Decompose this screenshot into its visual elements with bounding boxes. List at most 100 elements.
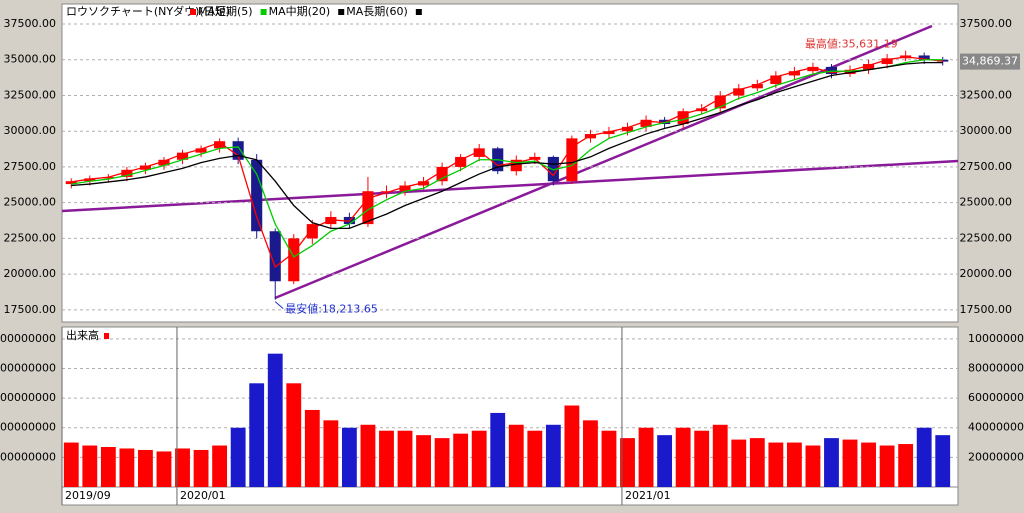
y-tick-label: 22500.00 xyxy=(4,231,57,244)
candle-body xyxy=(863,64,875,70)
candle-body xyxy=(640,119,652,127)
candle-body xyxy=(195,148,207,153)
volume-bar xyxy=(304,409,320,487)
volume-bar xyxy=(731,439,747,487)
volume-bar xyxy=(434,438,450,487)
candle-body xyxy=(770,75,782,85)
x-tick-label: 2019/09 xyxy=(65,489,111,502)
candle-body xyxy=(418,181,430,186)
volume-bar xyxy=(175,448,190,487)
volume-bar xyxy=(453,433,469,487)
volume-bar xyxy=(119,448,135,487)
candle-body xyxy=(621,126,634,132)
volume-bar xyxy=(712,424,728,487)
volume-bar xyxy=(230,427,246,487)
volume-bar xyxy=(805,445,821,487)
candle-body xyxy=(566,138,578,182)
candle-body xyxy=(399,185,411,192)
candle-body xyxy=(436,166,448,182)
volume-bar xyxy=(861,442,876,487)
candle-body xyxy=(714,95,726,109)
candle-body xyxy=(380,191,393,193)
y-tick-label: 27500.00 xyxy=(4,160,57,173)
y-tick-label: 35000.00 xyxy=(4,53,57,66)
candle-body xyxy=(455,156,467,167)
legend-swatch xyxy=(104,333,109,339)
y-tick-label: 25000.00 xyxy=(4,196,57,209)
legend-swatch xyxy=(338,9,345,15)
candle-body xyxy=(288,238,300,282)
volume-bar xyxy=(601,430,617,487)
legend-swatch xyxy=(190,9,196,15)
y-tick-label: 27500.00 xyxy=(960,160,1013,173)
y-tick-label: 30000.00 xyxy=(960,124,1013,137)
volume-bar xyxy=(379,430,394,487)
candle-body xyxy=(510,159,522,172)
candle-body xyxy=(807,66,819,72)
legend-swatch xyxy=(415,9,422,15)
high-annotation: 最高値:35,631.19 xyxy=(805,37,898,51)
candle-body xyxy=(788,71,800,76)
volume-bar xyxy=(156,451,172,487)
y-tick-label: 37500.00 xyxy=(960,17,1013,30)
volume-bar xyxy=(323,420,339,487)
volume-bar xyxy=(564,405,580,487)
candle-body xyxy=(306,224,318,239)
legend-swatch xyxy=(260,9,267,15)
ma-line xyxy=(71,59,943,258)
y-tick-label: 20000.00 xyxy=(4,267,57,280)
volume-bar xyxy=(490,412,506,487)
candle-body xyxy=(473,148,485,157)
volume-bar xyxy=(100,447,116,487)
volume-bar xyxy=(267,353,283,487)
y-tick-label: 37500.00 xyxy=(4,17,57,30)
volume-bar xyxy=(749,438,765,487)
candle-body xyxy=(269,231,281,282)
ma-line xyxy=(71,56,943,269)
volume-bar xyxy=(935,435,951,487)
candle-body xyxy=(251,159,263,232)
volume-bar xyxy=(212,445,228,487)
legend-title: 出来高 xyxy=(66,328,99,342)
last-price-label: 34,869.37 xyxy=(962,55,1018,68)
volume-bar xyxy=(545,424,561,487)
y-tick-label: 32500.00 xyxy=(4,88,57,101)
volume-bar xyxy=(620,438,635,487)
legend-label: MA長期(60) xyxy=(346,5,408,18)
volume-bar xyxy=(879,445,895,487)
x-tick-label: 2020/01 xyxy=(180,489,226,502)
candle-body xyxy=(751,84,763,89)
candle-body xyxy=(844,69,856,75)
volume-bar xyxy=(638,427,654,487)
candle-body xyxy=(65,181,77,185)
y-tick-label: 25000.00 xyxy=(960,196,1013,209)
ma-line xyxy=(71,61,943,230)
last-price-box xyxy=(960,53,1020,70)
volume-bar xyxy=(341,427,357,487)
candle-body xyxy=(696,108,708,112)
volume-bar xyxy=(63,442,79,487)
volume-bar xyxy=(786,442,802,487)
y-tick-label: 17500.00 xyxy=(4,303,57,316)
volume-bar xyxy=(138,449,153,487)
candle-body xyxy=(918,55,930,60)
volume-bar xyxy=(842,439,858,487)
candle-body xyxy=(733,88,745,96)
trend-line xyxy=(61,159,959,213)
volume-bar xyxy=(583,420,598,487)
volume-bar xyxy=(916,427,932,487)
y-tick-label: 17500.00 xyxy=(960,303,1013,316)
candle-body xyxy=(677,111,689,125)
candle-body xyxy=(603,131,615,135)
volume-bar xyxy=(397,430,413,487)
volume-bar xyxy=(527,430,543,487)
